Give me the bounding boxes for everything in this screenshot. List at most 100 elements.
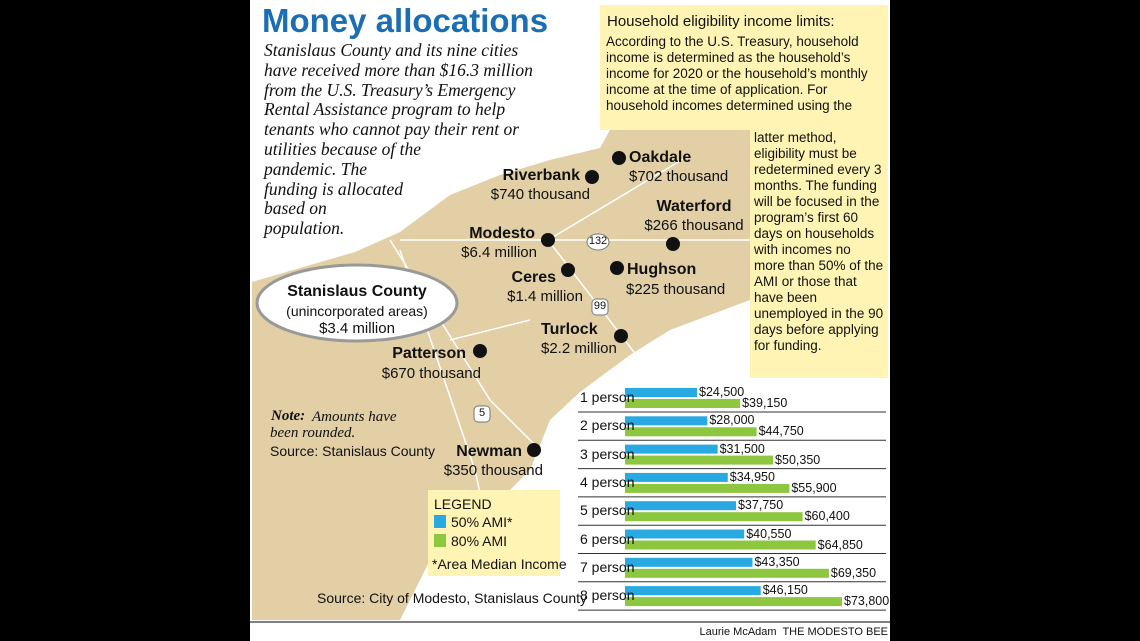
intro-line: from the U.S. Treasury’s Emergency [264,79,516,100]
value-label: $60,400 [804,509,850,524]
sidebar-text: latter method, eligibility must be redet… [754,130,884,353]
route-shield [586,233,610,251]
category-label: 4 person [580,473,635,490]
map-source: Source: Stanislaus County [270,443,435,459]
road [449,319,531,341]
bar [625,586,761,596]
value-label: $37,750 [737,498,784,513]
legend-box [428,490,560,576]
city-amount: $350 thousand [443,462,543,479]
city-amount: $266 thousand [644,217,744,234]
route-shield [473,405,491,423]
bar [625,455,774,465]
city-name: Modesto [469,225,535,242]
city-amount: $702 thousand [629,168,729,185]
city-name: Hughson [627,261,697,278]
bar [625,512,803,522]
bar [625,597,842,607]
legend-label: 50% AMI* [451,514,513,530]
sidebar-box [750,128,888,378]
bar [625,388,698,397]
bar [625,529,745,539]
county-note: (unincorporated areas) [286,303,428,319]
city-name: Riverbank [502,167,580,184]
city-dot [541,233,555,247]
city-name: Waterford [656,198,732,215]
route-label: 132 [588,235,608,247]
title: Money allocations [262,2,549,39]
category-label: 5 person [580,502,635,519]
route-label: 5 [478,407,486,419]
credit: Laurie McAdam THE MODESTO BEE [699,626,888,638]
value-label: $69,350 [830,565,877,580]
value-label: $43,350 [754,554,800,569]
intro-line: Stanislaus County and its nine cities [264,40,519,60]
sidebar-text: According to the U.S. Treasury, househol… [606,34,868,113]
intro-line: funding is allocated [264,178,404,199]
bar [625,540,816,550]
city-amount: $225 thousand [626,281,726,298]
value-label: $34,950 [729,469,775,484]
intro-line: based on [264,198,327,219]
bar [625,472,728,482]
intro-line: have received more than $16.3 million [264,59,533,80]
legend-label: 80% AMI [451,533,508,549]
city-dot [612,151,626,165]
value-label: $46,150 [762,583,808,598]
city-dot [610,261,624,275]
category-label: 6 person [580,530,635,547]
sidebar-title: Household eligibility income limits: [607,13,835,30]
intro-line: Rental Assistance program to help [264,99,506,120]
bar [625,568,829,578]
bar [625,444,718,454]
road [547,154,691,241]
city-dot [585,170,599,184]
road [489,399,541,451]
city-amount: $6.4 million [461,244,537,261]
value-label: $31,500 [719,441,765,456]
value-label: $55,900 [791,480,837,495]
value-label: $50,350 [775,452,821,467]
category-label: 8 person [580,587,635,604]
value-label: $24,500 [699,385,745,399]
bar [625,416,708,426]
city-name: Patterson [392,345,466,362]
city-dot [527,443,541,457]
value-label: $64,850 [817,537,863,552]
city-amount: $1.4 million [507,288,583,305]
value-label: $28,000 [709,413,755,428]
bar [625,483,790,493]
city-amount: $670 thousand [381,365,481,382]
bar [625,557,753,567]
county-ellipse [255,263,459,343]
intro-line: utilities because of the [264,139,421,159]
category-label: 1 person [580,389,635,405]
legend-note: *Area Median Income [432,556,567,572]
county-name: Stanislaus County [287,283,427,300]
city-amount: $2.2 million [541,340,617,357]
sidebar-box [600,5,888,130]
chart-source: Source: City of Modesto, Stanislaus Coun… [317,590,588,606]
city-name: Ceres [511,269,556,286]
value-label: $73,800 [844,594,890,609]
category-label: 7 person [580,558,635,575]
note-text: Amounts have been rounded. [270,409,397,441]
category-label: 2 person [580,417,635,434]
note-label: Note: [271,408,306,424]
value-label: $40,550 [746,526,792,541]
bar [625,427,757,437]
city-name: Turlock [541,321,598,338]
county-map [252,130,750,620]
city-dot [666,237,680,251]
legend-title: LEGEND [434,496,492,512]
city-dot [614,329,628,343]
county-amount: $3.4 million [319,320,395,337]
city-dot [473,344,487,358]
city-name: Newman [456,443,522,460]
city-amount: $740 thousand [490,186,590,203]
bar [625,399,741,408]
panel: Money allocations Stanislaus County and i… [250,0,890,641]
bar [625,501,736,511]
intro-line: pandemic. The [264,158,368,179]
value-label: $39,150 [742,396,788,410]
